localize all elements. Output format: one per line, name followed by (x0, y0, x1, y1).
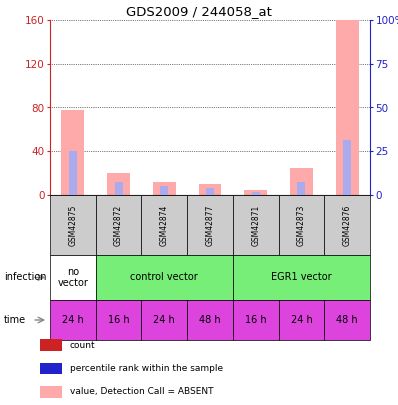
Text: GSM42875: GSM42875 (68, 204, 77, 246)
Bar (244, 190, 267, 195)
Bar (153, 182, 176, 195)
Text: EGR1 vector: EGR1 vector (271, 273, 332, 283)
Bar (206, 188, 214, 195)
Text: control vector: control vector (131, 273, 198, 283)
Text: 24 h: 24 h (153, 315, 175, 325)
Text: GSM42876: GSM42876 (343, 204, 352, 246)
Bar (336, 20, 359, 195)
Text: value, Detection Call = ABSENT: value, Detection Call = ABSENT (70, 388, 213, 396)
Text: GSM42874: GSM42874 (160, 204, 169, 246)
Text: 24 h: 24 h (291, 315, 312, 325)
Bar (107, 173, 130, 195)
Text: 48 h: 48 h (336, 315, 358, 325)
Text: 24 h: 24 h (62, 315, 84, 325)
Text: GDS2009 / 244058_at: GDS2009 / 244058_at (126, 5, 272, 18)
Text: GSM42873: GSM42873 (297, 204, 306, 246)
Text: 16 h: 16 h (245, 315, 267, 325)
Text: percentile rank within the sample: percentile rank within the sample (70, 364, 223, 373)
Bar (343, 140, 351, 195)
Bar (199, 184, 221, 195)
Bar (252, 192, 260, 195)
Text: GSM42877: GSM42877 (205, 204, 215, 246)
Bar (61, 110, 84, 195)
Text: time: time (4, 315, 26, 325)
Text: GSM42872: GSM42872 (114, 205, 123, 245)
Text: count: count (70, 341, 95, 350)
Text: no
vector: no vector (57, 267, 88, 288)
Text: 48 h: 48 h (199, 315, 221, 325)
Bar (69, 151, 77, 195)
Bar (115, 182, 123, 195)
Text: 16 h: 16 h (108, 315, 129, 325)
Bar (290, 168, 313, 195)
Text: infection: infection (4, 273, 47, 283)
Text: GSM42871: GSM42871 (251, 205, 260, 245)
Bar (160, 186, 168, 195)
Bar (297, 182, 305, 195)
